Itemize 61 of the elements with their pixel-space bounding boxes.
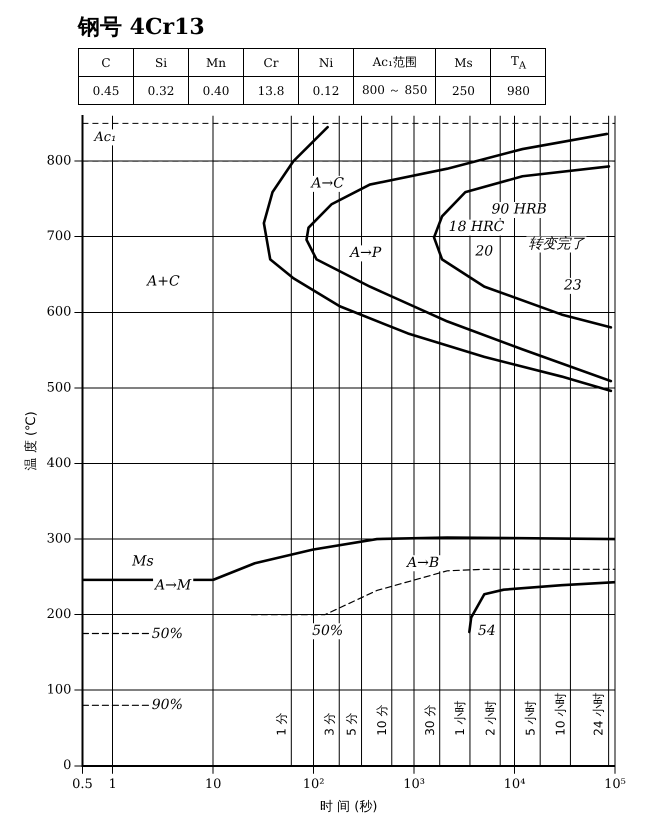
text: 13.8 [258,84,284,98]
annotation: Ms [131,554,154,570]
annotation: 50% [152,626,183,642]
y-tick-label: 100 [46,682,72,698]
ref-line-label: 1 分 [274,712,288,736]
y-tick-label: 200 [46,607,72,622]
annotation: 54 [478,623,496,640]
annotation: 23 [562,278,582,294]
annotation: A→B [405,555,440,572]
ref-line-label: 24 小时 [592,693,606,736]
x-tick-label: 0.5 [72,777,93,792]
category-label: C [78,48,134,77]
x-tick-label: 10⁴ [504,777,526,792]
y-tick-label: 500 [46,380,72,396]
ref-line-label: 5 分 [344,712,359,736]
annotation: 90 HRB [491,202,547,218]
category-label: Si [134,48,188,77]
text: 980 [506,84,530,98]
x-tick-label: 10 [204,777,222,792]
x-tick-label: 10⁵ [604,777,626,792]
annotation: 90% [152,697,183,714]
category-label: T$_{A}$ [490,48,546,77]
text: 0.45 [92,84,120,98]
x-tick-label: 1 [108,777,117,792]
annotation: 20 [474,244,494,260]
y-tick-label: 600 [46,305,72,320]
annotation: A+C [145,274,180,290]
annotation: A→C [309,176,344,192]
ref-line-label: 10 分 [374,705,389,736]
ref-line-label: 2 小时 [483,700,498,736]
text: 800 ～ 850 [362,83,428,98]
y-tick-label: 400 [46,456,72,472]
annotation: 18 HRC [448,220,505,236]
ref-line-label: Ac₁ [93,130,116,146]
x-tick-label: 10³ [403,777,425,792]
category-label: Mn [188,48,244,77]
annotation: A→P [348,245,382,262]
y-tick-label: 800 [46,154,72,169]
y-tick-label: 300 [46,532,72,547]
ref-line-label: 1 小时 [453,700,468,736]
ref-line-label: 10 小时 [554,693,568,736]
ref-line-label: 5 小时 [523,700,538,736]
category-label: Ni [298,48,354,77]
annotation: 转变完了 [528,236,586,253]
category-label: Ac₁范围 [354,48,436,77]
text: 250 [452,84,475,98]
text: 钢号 4Cr13 [78,13,206,42]
annotation: A→M [153,578,192,594]
y-axis-title: 温 度 (℃) [23,412,40,471]
y-tick-label: 0 [63,758,72,774]
text: 0.40 [202,84,230,98]
annotation: 50% [312,623,344,640]
text: 0.12 [312,84,340,98]
ref-line-label: 3 分 [322,712,336,736]
ref-line-label: 30 分 [422,705,437,736]
text: 0.32 [148,84,174,98]
y-tick-label: 700 [46,229,72,244]
category-label: Cr [244,48,298,77]
category-label: Ms [436,48,491,77]
x-tick-label: 10² [302,777,324,792]
x-axis-title: 时 间 (秒) [320,800,378,815]
